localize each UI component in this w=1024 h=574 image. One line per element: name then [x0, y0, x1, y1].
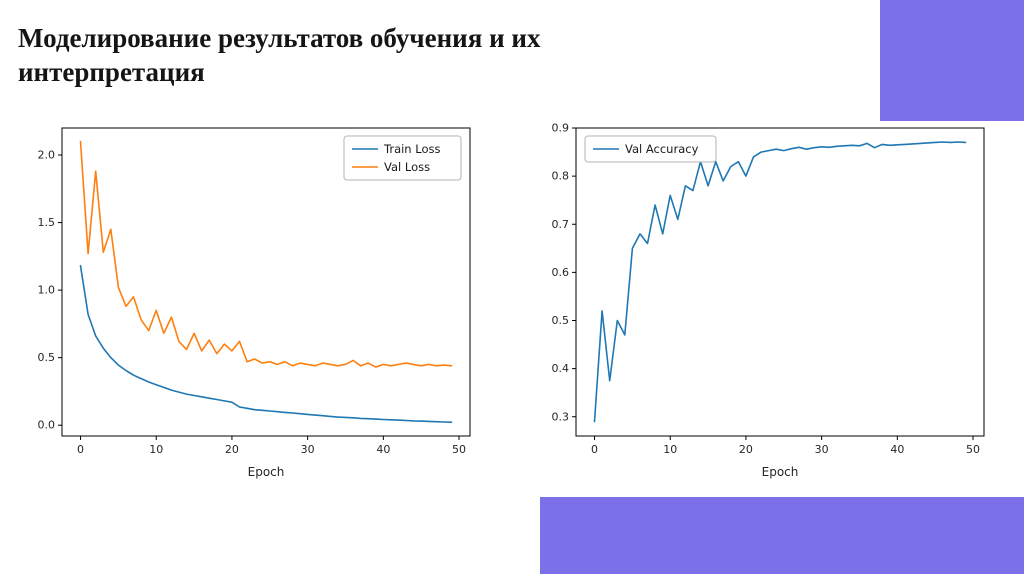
legend-label: Val Loss: [384, 160, 430, 174]
y-tick-label: 0.7: [552, 218, 570, 231]
x-tick-label: 0: [77, 443, 84, 456]
x-axis-label: Epoch: [762, 465, 799, 479]
loss-chart: 0 10 20 30 40 50 0.0 0.5 1.0 1.5 2.0 Epoch Train Los…: [14, 116, 484, 491]
val-loss-line: [79, 140, 453, 368]
x-tick-label: 20: [739, 443, 753, 456]
y-tick-label: 2.0: [38, 149, 56, 162]
legend: Train Loss Val Loss: [343, 135, 462, 181]
y-tick-label: 1.5: [38, 216, 56, 229]
x-tick-label: 0: [591, 443, 598, 456]
x-tick-label: 30: [301, 443, 315, 456]
x-tick-label: 10: [663, 443, 677, 456]
x-tick-label: 50: [452, 443, 466, 456]
x-tick-label: 20: [225, 443, 239, 456]
y-tick-label: 0.6: [552, 266, 570, 279]
y-tick-label: 0.8: [552, 170, 570, 183]
y-tick-label: 0.5: [38, 351, 56, 364]
x-tick-label: 40: [890, 443, 904, 456]
plot-frame: [575, 127, 985, 437]
x-tick-label: 50: [966, 443, 980, 456]
accuracy-chart-canvas: 0 10 20 30 40 50 0.3 0.4 0.5 0.6 0.7 0.8 0.9 Epoch Val…: [552, 122, 985, 479]
y-tick-label: 0.0: [38, 419, 56, 432]
val-accuracy-line: [593, 141, 967, 423]
legend-box: [584, 135, 717, 163]
loss-chart-canvas: 0 10 20 30 40 50 0.0 0.5 1.0 1.5 2.0 Epoch Train Los…: [38, 127, 471, 479]
x-tick-label: 10: [149, 443, 163, 456]
accent-band-bottom: [540, 497, 1024, 574]
y-tick-label: 1.0: [38, 284, 56, 297]
x-axis-label: Epoch: [248, 465, 285, 479]
legend-label: Train Loss: [383, 142, 440, 156]
legend: Val Accuracy: [584, 135, 717, 163]
accuracy-chart: 0 10 20 30 40 50 0.3 0.4 0.5 0.6 0.7 0.8 0.9 Epoch Val…: [528, 116, 998, 491]
accent-square-top-right: [880, 0, 1024, 121]
plot-frame: [61, 127, 471, 437]
y-tick-label: 0.3: [552, 410, 570, 423]
x-tick-label: 30: [815, 443, 829, 456]
y-tick-label: 0.4: [552, 362, 570, 375]
y-tick-label: 0.9: [552, 122, 570, 135]
train-loss-line: [79, 265, 453, 424]
y-tick-label: 0.5: [552, 314, 570, 327]
legend-label: Val Accuracy: [625, 142, 699, 156]
x-tick-label: 40: [376, 443, 390, 456]
slide-title: Моделирование результатов обучения и их …: [18, 23, 541, 87]
legend-box: [343, 135, 462, 181]
